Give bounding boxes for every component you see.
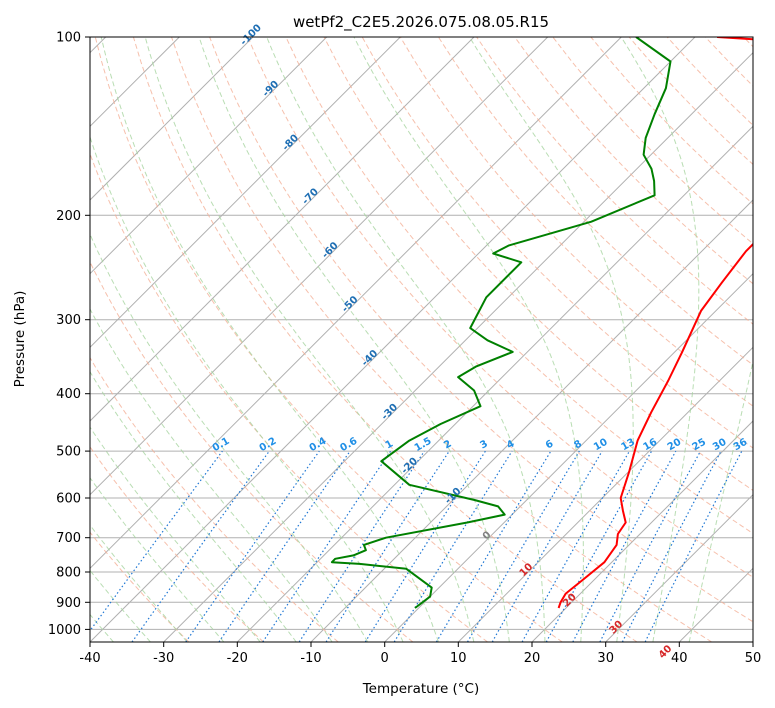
dry-adiabat-line [399,37,753,407]
y-axis: 100 200 300 400 500 600 700 800 900 1000 [48,31,90,638]
isotherm-line [90,37,696,642]
moist-adiabat-line [90,232,369,642]
moist-adiabat-line [620,37,700,642]
x-tick-label: 30 [597,651,614,666]
dry-adiabat-line [90,531,190,642]
dewpoint-profile-line [330,37,672,609]
y-tick-label: 900 [56,596,81,611]
mixing-ratio-line [545,450,653,642]
moist-adiabat-line [198,37,510,642]
y-tick-label: 600 [56,492,81,507]
background-lines [90,37,753,642]
dry-adiabat-line [323,37,753,491]
mixing-ratio-line [131,450,270,642]
isotherm-line [90,37,254,201]
mixing-ratio-label: 6 [544,438,556,451]
x-tick-label: 20 [524,651,541,666]
mixing-ratio-line [572,450,677,642]
y-tick-label: 1000 [48,623,81,638]
mixing-ratio-line [218,450,351,642]
x-tick-label: 10 [450,651,467,666]
x-tick-label: -30 [153,651,174,666]
y-axis-label: Pressure (hPa) [12,291,28,388]
moist-adiabat-line [353,37,584,642]
dry-adiabat-line [132,37,638,642]
dry-adiabat-line [90,260,414,642]
dry-adiabat-line [94,37,563,642]
isotherm-line [90,37,328,275]
moist-adiabat-line [90,308,333,642]
mixing-ratio-label: 3 [478,438,490,451]
moist-adiabat-line [100,37,439,642]
x-tick-label: 50 [745,651,762,666]
dry-adiabat-line [90,152,488,642]
temperature-profile-line [557,37,753,609]
mixing-ratio-line [90,450,223,632]
dry-adiabat-line [90,446,264,642]
moist-adiabat-line [90,135,404,642]
isotherm-line [605,493,753,642]
x-tick-label: 40 [671,651,688,666]
isotherm-line [236,125,753,642]
mixing-ratio-label: 1 [384,438,396,451]
y-tick-label: 400 [56,387,81,402]
mixing-ratio-line [644,450,743,642]
y-tick-label: 200 [56,209,81,224]
mixing-ratio-label: 4 [505,438,517,451]
y-tick-label: 500 [56,445,81,460]
plot-frame [89,36,754,643]
mixing-ratio-line [325,450,450,642]
mixing-ratio-label: 8 [572,438,584,451]
isotherm-line [90,37,549,496]
dry-adiabat-line [285,37,753,535]
y-tick-label: 700 [56,531,81,546]
dry-adiabat-line [247,37,753,578]
isotherm-line [531,420,753,642]
mixing-ratio-line [185,450,320,642]
x-tick-label: -20 [227,651,248,666]
x-tick-label: -40 [79,651,100,666]
y-tick-label: 300 [56,313,81,328]
isotherm-line [457,346,753,642]
mixing-ratio-line [262,450,392,642]
x-tick-label: 0 [381,651,389,666]
moist-adiabat-line [688,358,753,642]
moist-adiabat-line [90,426,261,642]
dry-adiabat-line [361,37,753,449]
mixing-ratio-label: 2 [442,438,454,451]
dry-adiabat-line [514,37,753,285]
mixing-ratio-line [393,450,513,642]
isotherm-line [90,37,475,422]
isotherm-line [163,51,753,642]
x-tick-label: -10 [300,651,321,666]
y-tick-label: 100 [56,31,81,46]
isotherm-line [90,37,401,349]
dry-adiabat-line [90,356,339,642]
mixing-ratio-line [521,450,631,642]
dry-adiabat-line [209,37,753,623]
moist-adiabat-line [90,476,225,642]
moist-adiabat-line [144,37,475,642]
moist-adiabat-line [266,37,546,642]
mixing-ratio-lines [90,450,743,642]
dry-adiabat-line [171,37,712,642]
chart-title: wetPf2_C2E5.2026.075.08.05.R15 [293,13,549,32]
profile-series [330,37,753,609]
y-tick-label: 800 [56,566,81,581]
isotherm-line [90,37,622,570]
x-axis-label: Temperature (°C) [362,681,480,697]
x-axis: -40 -30 -20 -10 0 10 20 30 40 50 [79,642,761,666]
dry-adiabat-line [437,37,753,366]
